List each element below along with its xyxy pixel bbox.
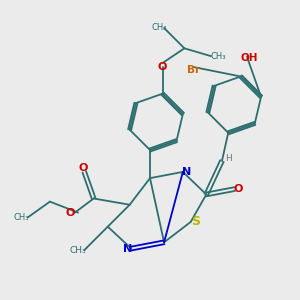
Text: CH₃: CH₃ [70,246,86,255]
Text: CH₃: CH₃ [210,52,226,61]
Text: Br: Br [187,64,200,75]
Text: CH₃: CH₃ [152,23,167,32]
Text: S: S [191,215,200,229]
Text: O: O [66,208,75,218]
Text: OH: OH [241,53,258,63]
Text: H: H [226,154,232,163]
Text: O: O [78,163,87,173]
Text: N: N [182,167,191,177]
Text: CH₃: CH₃ [14,213,29,222]
Text: N: N [122,244,132,254]
Text: O: O [158,62,167,72]
Text: O: O [233,184,243,194]
